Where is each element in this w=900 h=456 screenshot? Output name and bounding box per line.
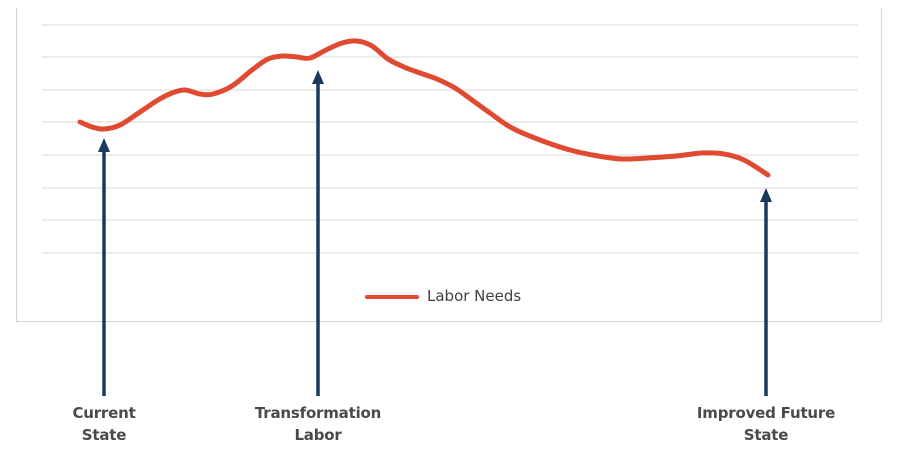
labor-needs-line (77, 38, 771, 178)
annotation-label-line: Improved Future (696, 404, 836, 422)
annotation-label-line: Current (72, 404, 136, 422)
annotation-label-line: Transformation (254, 404, 382, 422)
annotation-arrow-head (760, 188, 772, 202)
annotation-label-line: State (81, 426, 127, 444)
annotation-label-line: Labor (294, 426, 342, 444)
annotation-arrow-head (98, 138, 110, 152)
annotation-label-improved-future-state: Improved Future State (697, 402, 835, 446)
legend: Labor Needs (365, 287, 521, 306)
legend-line-swatch (365, 294, 419, 299)
annotation-label-current-state: Current State (72, 402, 135, 446)
annotation-label-line: State (743, 426, 789, 444)
legend-label: Labor Needs (427, 287, 522, 305)
annotation-label-transformation-labor: Transformation Labor (255, 402, 381, 446)
plot-frame (16, 8, 882, 322)
annotation-arrow-head (312, 70, 324, 84)
